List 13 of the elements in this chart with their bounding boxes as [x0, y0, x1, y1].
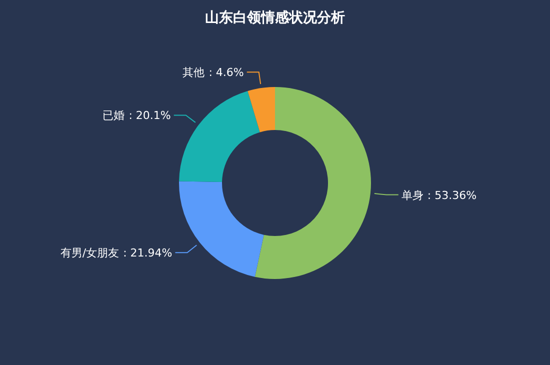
slice-label: 有男/女朋友 — [60, 246, 120, 260]
chart-title: 山东白领情感状况分析 — [205, 9, 345, 26]
donut-slice — [254, 87, 371, 279]
slice-label: 其他 — [182, 66, 205, 80]
donut-slice — [179, 181, 264, 277]
slice-label: 单身 — [401, 188, 424, 202]
donut-slice — [248, 87, 275, 132]
data-label: : 20.1% — [128, 109, 171, 122]
slice-label: 已婚 — [102, 109, 125, 122]
data-label: : 21.94% — [123, 246, 172, 260]
donut-slice — [179, 90, 260, 182]
data-label: : 4.6% — [208, 66, 244, 80]
data-label: : 53.36% — [427, 188, 477, 202]
